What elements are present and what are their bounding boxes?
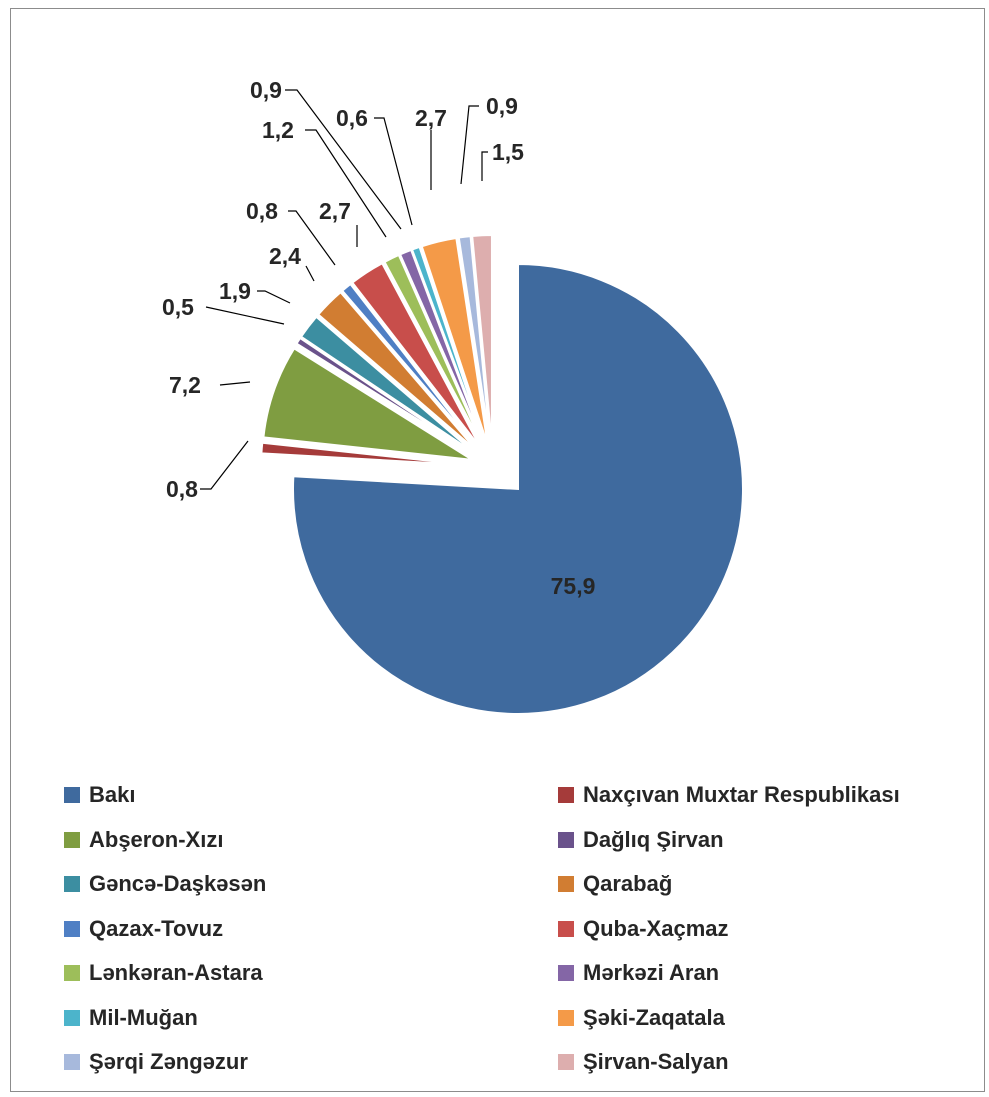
- pie-slice-7: [340, 282, 480, 451]
- pie-slice-6: [316, 290, 479, 453]
- data-label-9: 1,2: [262, 117, 294, 143]
- data-label-7: 0,8: [246, 198, 278, 224]
- data-label-11: 0,6: [336, 105, 368, 131]
- pie-slice-12: [420, 236, 489, 446]
- leader-line-6: [305, 265, 315, 282]
- pie-slice-1: [292, 262, 744, 715]
- pie-slice-11: [410, 245, 487, 447]
- leader-line-3: [219, 381, 251, 386]
- data-label-10: 0,9: [250, 77, 282, 103]
- pie-slice-9: [383, 253, 485, 448]
- leader-line-2: [200, 440, 249, 490]
- leader-line-7: [288, 210, 336, 266]
- pie-slice-13: [457, 235, 492, 446]
- data-label-8: 2,7: [319, 198, 351, 224]
- data-label-6: 2,4: [269, 243, 301, 269]
- pie-slice-4: [295, 336, 476, 456]
- data-label-4: 0,5: [162, 294, 194, 320]
- leader-line-14: [481, 151, 488, 181]
- leader-lines: [200, 89, 488, 490]
- leader-line-10: [285, 89, 402, 230]
- data-labels: 75,9 0,8 7,2 0,5 1,9 2,4 0,8 2,7 1,2 0,9 0,6 2,7 0,9…: [162, 77, 595, 599]
- data-label-5: 1,9: [219, 278, 251, 304]
- data-label-2: 0,8: [166, 476, 198, 502]
- data-label-14: 1,5: [492, 139, 524, 165]
- leader-line-5: [257, 290, 291, 304]
- leader-line-4: [205, 306, 285, 325]
- leader-line-11: [374, 117, 413, 226]
- pie-slice-5: [299, 315, 477, 455]
- leader-line-13: [460, 105, 479, 185]
- data-label-12: 2,7: [415, 105, 447, 131]
- pie-slice-10: [398, 248, 486, 448]
- pie-slice-14: [471, 234, 493, 446]
- pie-slice-3: [262, 347, 473, 461]
- data-label-13: 0,9: [486, 93, 518, 119]
- pie-slices: [260, 234, 744, 715]
- leader-line-9: [305, 129, 387, 238]
- pie-slice-2: [260, 441, 472, 467]
- pie-slice-8: [350, 261, 482, 450]
- data-label-3: 7,2: [169, 372, 201, 398]
- data-label-1: 75,9: [551, 573, 596, 599]
